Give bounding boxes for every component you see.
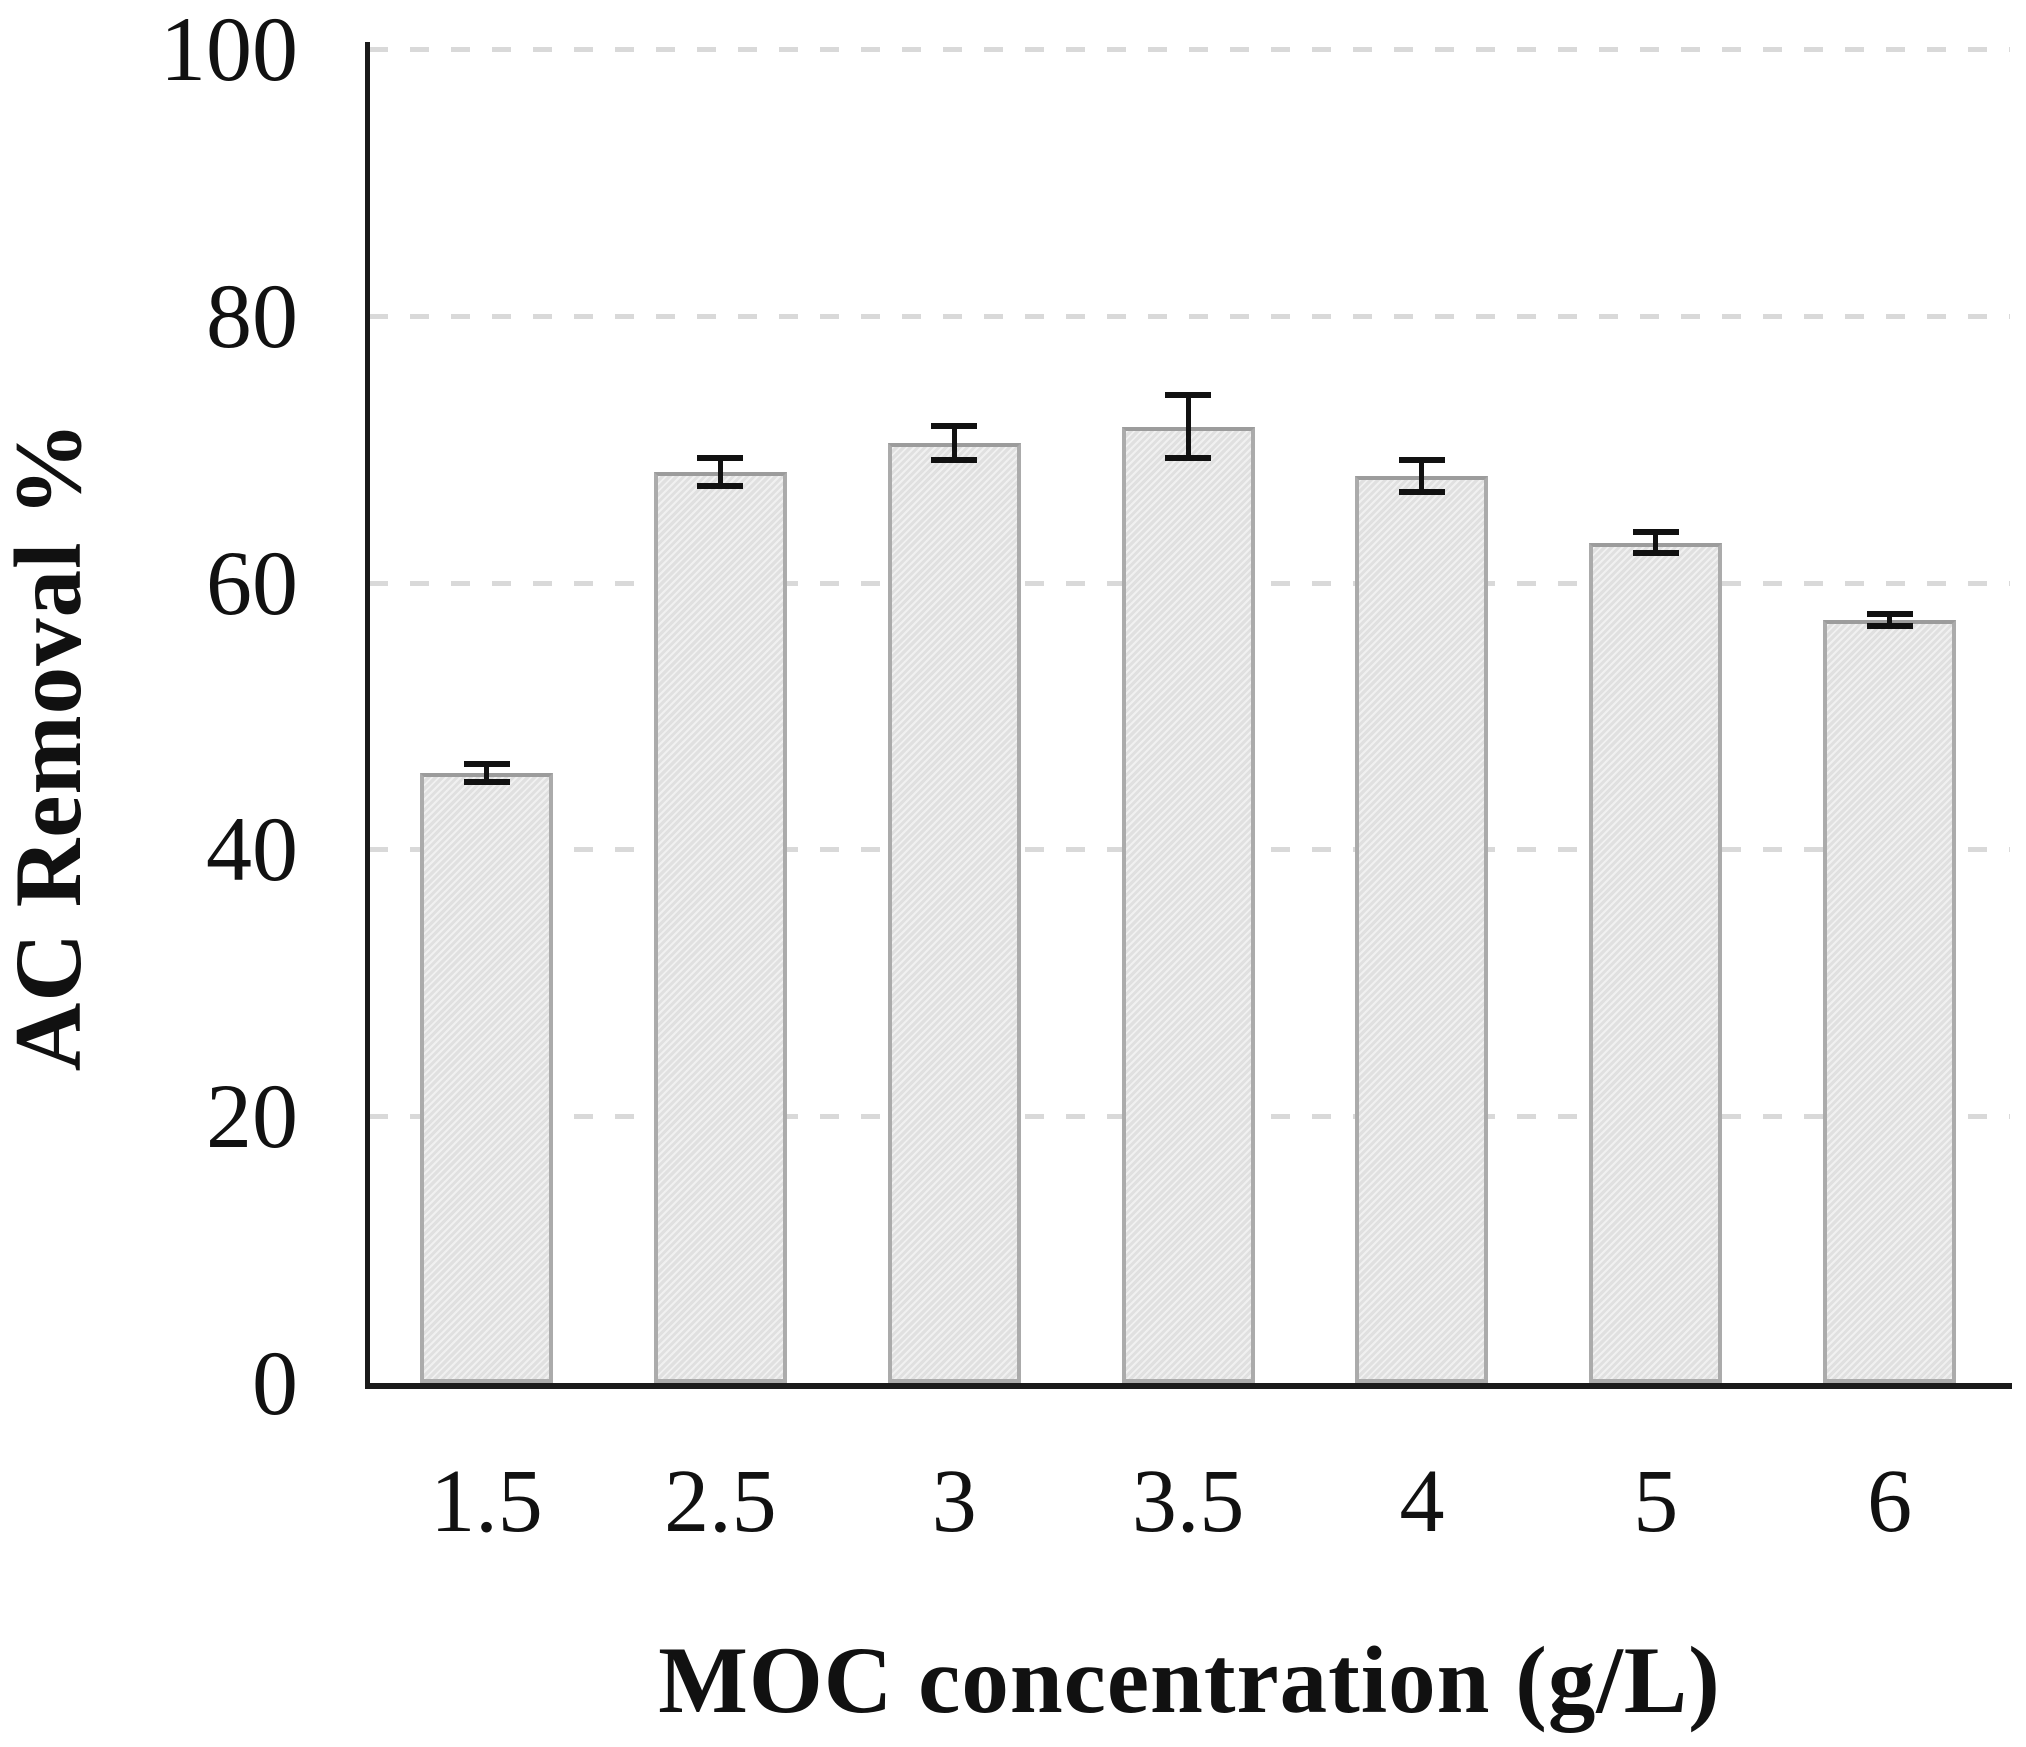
error-bar-cap-bottom <box>1866 623 1913 630</box>
y-tick-label-0: 0 <box>252 1332 298 1434</box>
error-bar-2.5 <box>697 454 744 490</box>
error-bar-stem <box>951 422 957 463</box>
error-bar-cap-bottom <box>931 456 978 463</box>
x-axis-title: MOC concentration (g/L) <box>658 1627 1721 1733</box>
error-bar-cap-bottom <box>1632 549 1679 556</box>
bar-3 <box>887 442 1021 1383</box>
plot-area <box>369 47 2010 1383</box>
error-bar-cap-top <box>1866 610 1913 617</box>
error-bar-cap-bottom <box>463 779 510 786</box>
y-tick-label-40: 40 <box>206 798 298 901</box>
error-bar-1.5 <box>463 761 510 786</box>
error-bar-6 <box>1866 610 1913 630</box>
x-tick-label-6: 6 <box>1867 1452 1913 1551</box>
error-bar-cap-top <box>697 454 744 461</box>
x-axis-line <box>365 1383 2012 1389</box>
gridline-80 <box>369 313 2010 319</box>
error-bar-cap-top <box>931 422 978 429</box>
y-axis-line <box>365 42 370 1387</box>
error-bar-cap-top <box>1165 391 1212 398</box>
y-tick-label-100: 100 <box>160 0 298 100</box>
x-tick-label-3: 3 <box>931 1452 977 1551</box>
bar-6 <box>1823 619 1957 1383</box>
y-tick-label-20: 20 <box>206 1065 298 1168</box>
bar-1.5 <box>420 773 553 1383</box>
error-bar-cap-bottom <box>697 483 744 490</box>
error-bar-3 <box>931 422 978 463</box>
error-bar-stem <box>1887 610 1893 630</box>
error-bar-4 <box>1398 457 1445 495</box>
error-bar-3.5 <box>1165 391 1212 462</box>
error-bar-stem <box>1419 457 1425 495</box>
error-bar-stem <box>1185 391 1191 462</box>
error-bar-cap-top <box>1632 529 1679 536</box>
x-tick-label-3.5: 3.5 <box>1131 1452 1245 1551</box>
y-tick-label-60: 60 <box>206 531 298 634</box>
error-bar-stem <box>484 761 489 786</box>
error-bar-cap-bottom <box>1398 488 1445 495</box>
error-bar-stem <box>1653 529 1659 556</box>
error-bar-stem <box>717 454 723 490</box>
error-bar-cap-top <box>1398 457 1445 464</box>
x-tick-label-4: 4 <box>1399 1452 1445 1551</box>
x-tick-label-5: 5 <box>1633 1452 1679 1551</box>
error-bar-cap-top <box>463 761 510 768</box>
error-bar-cap-bottom <box>1165 455 1212 462</box>
bar-2.5 <box>653 471 787 1383</box>
y-tick-label-80: 80 <box>206 264 298 367</box>
bar-4 <box>1355 475 1489 1383</box>
x-tick-label-2.5: 2.5 <box>664 1452 777 1551</box>
x-tick-label-1.5: 1.5 <box>430 1452 543 1551</box>
bar-3.5 <box>1121 426 1255 1383</box>
y-axis-title: AC Removal % <box>0 420 101 1072</box>
gridline-100 <box>369 47 2010 52</box>
bar-5 <box>1589 542 1723 1383</box>
error-bar-5 <box>1632 529 1679 556</box>
